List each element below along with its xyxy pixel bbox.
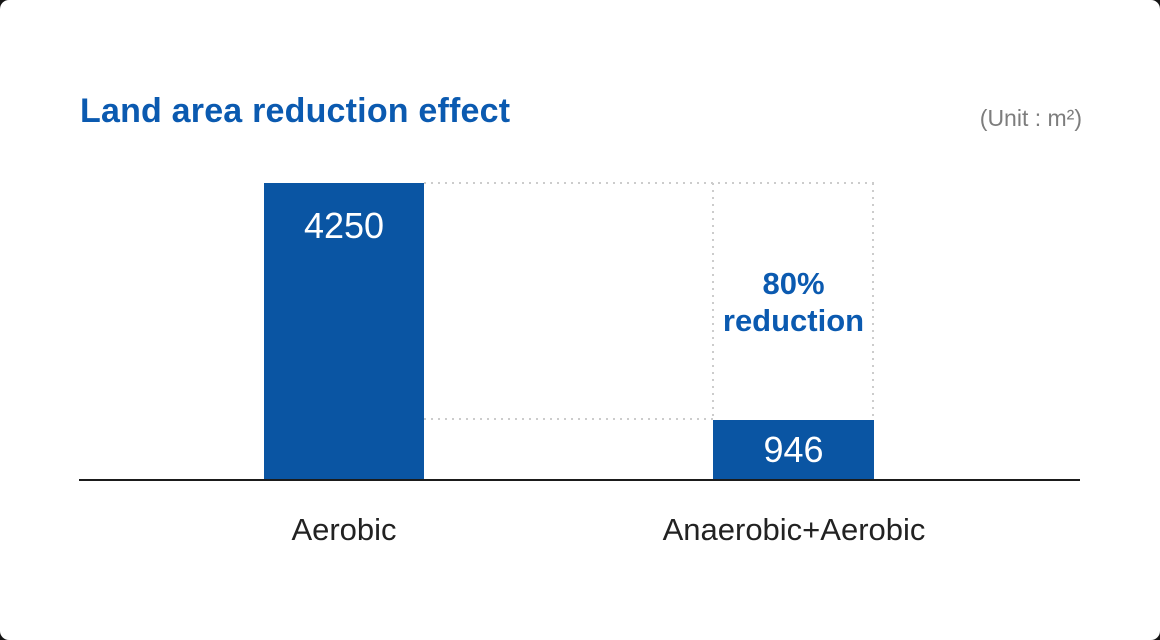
bar-value-aerobic: 4250 [303,205,385,246]
dotted-guide-left [712,183,714,419]
reduction-annotation: 80% reduction [713,183,874,420]
reduction-annotation-line2: reduction [722,302,865,338]
category-label-aerobic: Aerobic [291,512,397,547]
dotted-guide-bottom [424,418,714,420]
unit-label: (Unit : m²) [979,105,1082,131]
bar-value-anaerobic-aerobic: 946 [763,429,824,470]
chart-title: Land area reduction effect [80,92,511,130]
category-label-anaerobic-aerobic: Anaerobic+Aerobic [662,512,926,547]
bar-aerobic: 4250 [264,183,424,480]
x-axis-line [79,479,1080,481]
bar-anaerobic-aerobic: 946 [713,420,874,480]
dotted-guide-top [424,182,874,184]
reduction-annotation-line1: 80% [762,265,825,301]
dotted-guide-right [872,183,874,419]
